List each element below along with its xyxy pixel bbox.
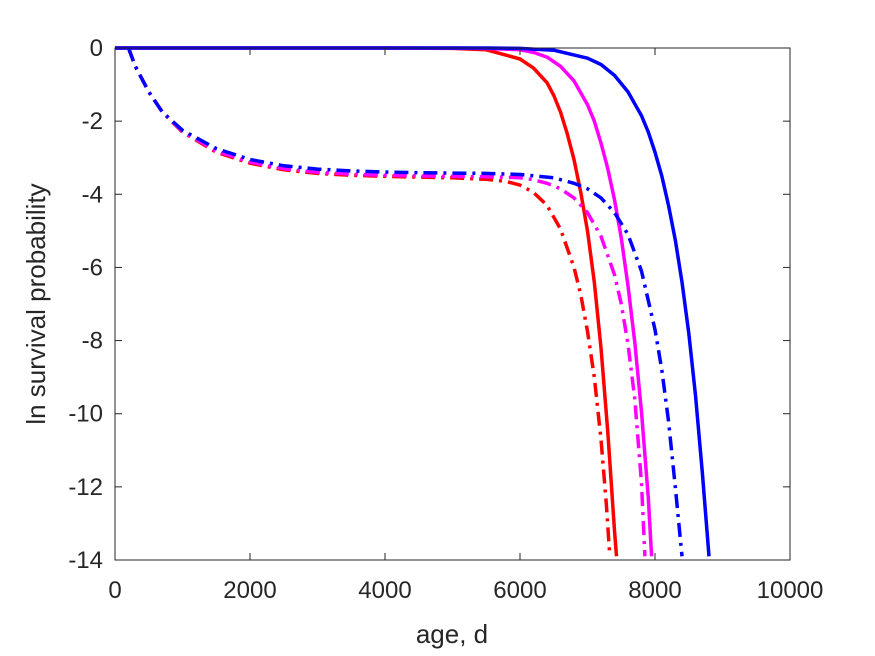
y-tick-label: -10 [68, 401, 103, 428]
series-line-5 [126, 47, 647, 557]
y-axis: 0 -2 -4 -6 -8 -10 -12 -14 [68, 35, 790, 574]
x-tick-label: 2000 [223, 577, 276, 604]
x-tick-label: 8000 [628, 577, 681, 604]
plot-area [115, 48, 790, 560]
y-tick-label: -14 [68, 547, 103, 574]
x-axis-title: age, d [416, 619, 488, 649]
y-tick-label: 0 [90, 35, 103, 62]
x-tick-label: 0 [108, 577, 121, 604]
axes-box [114, 47, 791, 561]
x-tick-label: 10000 [757, 577, 824, 604]
y-tick-label: -2 [82, 108, 103, 135]
x-tick-label: 6000 [493, 577, 546, 604]
y-tick-label: -4 [82, 181, 103, 208]
x-tick-label: 4000 [358, 577, 411, 604]
y-tick-label: -6 [82, 254, 103, 281]
y-axis-title: ln survival probability [21, 183, 51, 424]
y-tick-label: -12 [68, 474, 103, 501]
y-tick-label: -8 [82, 328, 103, 355]
series-line-6 [126, 47, 684, 557]
x-axis: 0 2000 4000 6000 8000 10000 [108, 48, 823, 604]
